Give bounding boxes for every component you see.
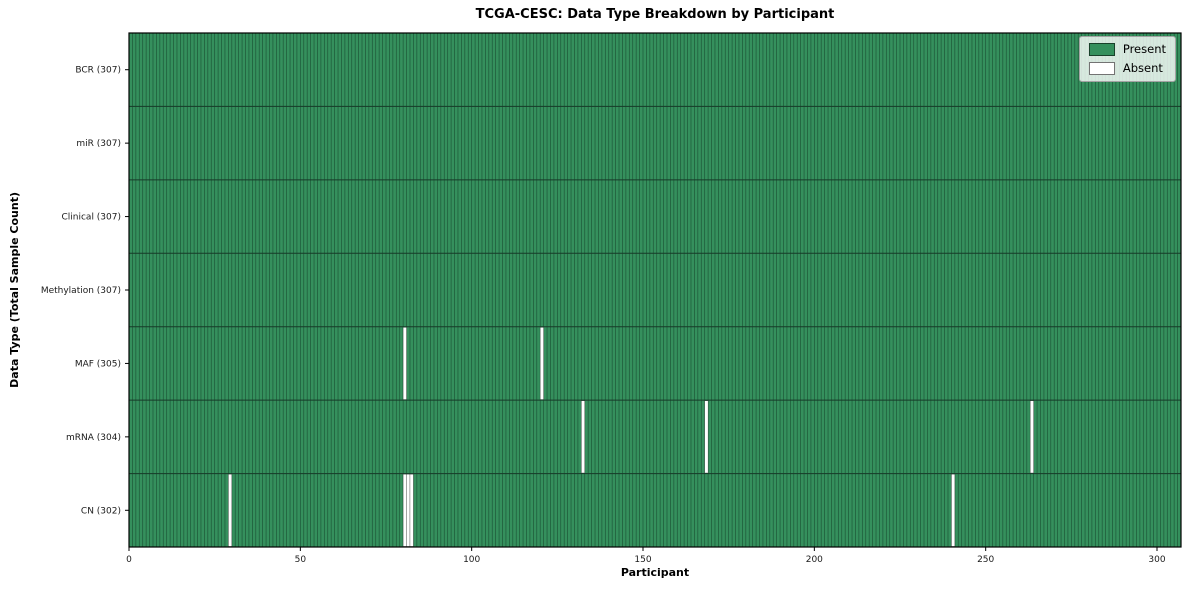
absent-cell xyxy=(1029,400,1034,474)
y-axis-title: Data Type (Total Sample Count) xyxy=(8,192,21,388)
x-tick-label: 50 xyxy=(295,555,307,565)
legend-swatch-absent-icon xyxy=(1088,62,1115,75)
legend-label-present: Present xyxy=(1122,41,1166,56)
x-tick-label: 0 xyxy=(126,555,132,565)
x-tick-label: 100 xyxy=(463,555,480,565)
x-axis-layer: 0 50 100 150 200 250 300 xyxy=(126,547,1166,565)
y-axis-title-wrap: Data Type (Total Sample Count) xyxy=(8,33,21,547)
absent-cell xyxy=(951,473,956,547)
cell-edge-lines-layer xyxy=(128,33,1182,547)
absent-cell xyxy=(409,473,414,547)
x-axis-title: Participant xyxy=(620,566,690,579)
y-tick-label: mRNA (304) xyxy=(66,433,121,443)
y-tick-label: Clinical (307) xyxy=(61,213,121,223)
y-tick-label: MAF (305) xyxy=(75,359,121,369)
absent-cell xyxy=(402,327,407,400)
y-tick-label: miR (307) xyxy=(76,139,121,149)
legend-item-absent: Absent xyxy=(1088,60,1166,75)
plot-background xyxy=(129,33,1181,547)
x-tick-label: 150 xyxy=(634,555,651,565)
y-tick-label: BCR (307) xyxy=(75,66,121,76)
absent-cell xyxy=(402,473,407,547)
legend-label-absent: Absent xyxy=(1122,60,1163,75)
absent-cell xyxy=(406,473,411,547)
y-tick-label: CN (302) xyxy=(81,506,121,516)
y-tick-label: Methylation (307) xyxy=(41,286,121,296)
legend-item-present: Present xyxy=(1088,41,1166,56)
absent-cell xyxy=(704,400,709,474)
x-tick-label: 250 xyxy=(977,555,994,565)
legend-swatch-present-icon xyxy=(1088,43,1115,56)
y-axis-layer: BCR (307) miR (307) Clinical (307) Methylat… xyxy=(41,66,129,516)
absent-cell xyxy=(228,473,233,547)
x-tick-label: 200 xyxy=(806,555,823,565)
row-boundary-lines-layer xyxy=(129,105,1181,475)
absent-cells-layer xyxy=(228,327,1034,547)
absent-cell xyxy=(539,327,544,400)
legend: Present Absent xyxy=(1078,36,1176,82)
x-tick-label: 300 xyxy=(1148,555,1165,565)
absent-cell xyxy=(581,400,586,474)
chart-title: TCGA-CESC: Data Type Breakdown by Partic… xyxy=(475,7,835,22)
